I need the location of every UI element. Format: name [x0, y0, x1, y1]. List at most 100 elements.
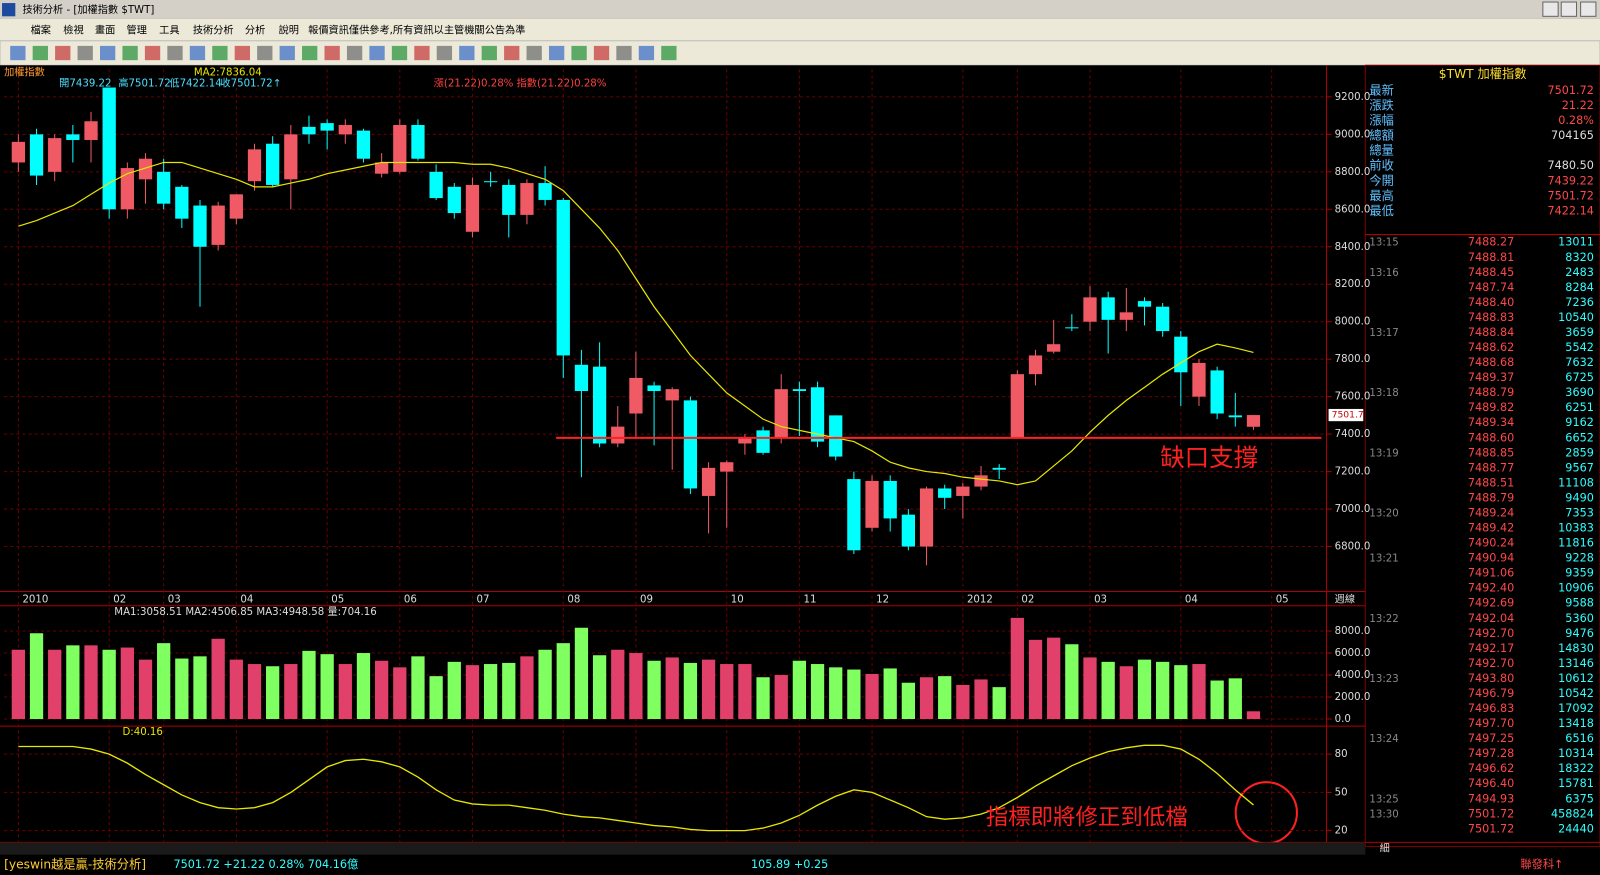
toolbar-button[interactable] — [548, 45, 565, 61]
menu-bar — [0, 18, 1600, 41]
toolbar-button[interactable] — [302, 45, 318, 61]
tick-price: 7496.40 — [1468, 777, 1514, 790]
candle-body — [66, 134, 80, 140]
quote-value: 7439.22 — [1547, 174, 1593, 187]
panel-tab[interactable]: 細 — [1380, 841, 1390, 854]
volume-bar — [375, 660, 389, 720]
volume-bar — [538, 649, 552, 720]
tick-volume: 7632 — [1565, 356, 1594, 369]
toolbar-button[interactable] — [234, 45, 250, 61]
y-tick-label: 7600.0 — [1335, 392, 1371, 403]
toolbar-button[interactable] — [32, 45, 48, 61]
candle-body — [120, 168, 134, 210]
toolbar-button[interactable] — [55, 45, 71, 61]
toolbar-button[interactable] — [661, 45, 677, 61]
tick-price: 7488.84 — [1468, 326, 1514, 339]
volume-bar — [1246, 711, 1261, 720]
toolbar-button[interactable] — [593, 45, 610, 61]
y-tick-label: 7200.0 — [1335, 467, 1371, 478]
volume-bar — [956, 684, 970, 720]
volume-bar — [1210, 680, 1224, 720]
volume-bar — [810, 664, 825, 720]
volume-bar — [1119, 666, 1133, 720]
toolbar-button[interactable] — [571, 45, 587, 61]
toolbar-button[interactable] — [324, 45, 340, 61]
volume-bar — [1065, 644, 1079, 720]
maximize-button[interactable] — [1560, 1, 1578, 17]
toolbar-button[interactable] — [638, 45, 655, 61]
toolbar-button[interactable] — [504, 45, 520, 61]
y-tick-label: 0.0 — [1335, 714, 1351, 725]
close-button[interactable] — [1580, 1, 1597, 17]
menu-item[interactable]: 工具 — [159, 25, 179, 37]
minimize-button[interactable] — [1542, 1, 1559, 17]
chart-area — [0, 65, 1366, 847]
candle-body — [901, 514, 915, 547]
tick-time: 13:18 — [1369, 388, 1398, 399]
tick-volume: 458824 — [1551, 807, 1594, 820]
tick-volume: 6516 — [1565, 732, 1594, 745]
menu-item[interactable]: 說明 — [279, 24, 299, 37]
volume-bar — [738, 664, 752, 720]
tick-volume: 9359 — [1565, 567, 1594, 580]
volume-bar — [120, 647, 134, 720]
candle-body — [483, 181, 498, 183]
tick-price: 7492.70 — [1468, 627, 1514, 640]
toolbar-button[interactable] — [279, 45, 295, 61]
candle-body — [29, 134, 44, 176]
toolbar-button[interactable] — [616, 45, 632, 61]
volume-bar — [193, 656, 207, 720]
quote-value: 7501.72 — [1547, 84, 1593, 97]
toolbar-button[interactable] — [391, 45, 408, 61]
menu-item[interactable]: 畫面 — [95, 24, 115, 37]
menu-item[interactable]: 檔案 — [31, 24, 51, 37]
tick-price: 7490.24 — [1468, 537, 1514, 550]
y-tick-label: 8400.0 — [1335, 242, 1371, 253]
volume-bar — [992, 687, 1006, 720]
tick-volume: 10542 — [1558, 687, 1594, 700]
toolbar-button[interactable] — [414, 45, 430, 61]
y-tick-label: 50 — [1335, 787, 1348, 798]
toolbar-button[interactable] — [526, 45, 542, 61]
toolbar-button[interactable] — [10, 45, 26, 61]
tick-price: 7488.85 — [1468, 446, 1514, 459]
toolbar-button[interactable] — [369, 45, 385, 61]
menu-item[interactable]: 技術分析 — [193, 24, 234, 37]
toolbar-button[interactable] — [167, 45, 183, 61]
quote-value: 7480.50 — [1547, 159, 1593, 172]
last-price-box — [1328, 408, 1364, 422]
menu-item[interactable]: 分析 — [245, 24, 265, 37]
toolbar-button[interactable] — [189, 45, 206, 61]
toolbar-button[interactable] — [257, 45, 273, 61]
toolbar-button[interactable] — [100, 45, 116, 61]
menu-item[interactable]: 管理 — [127, 24, 147, 37]
tick-price: 7488.51 — [1468, 476, 1514, 489]
toolbar-button[interactable] — [77, 45, 93, 61]
tick-volume: 10540 — [1558, 311, 1594, 324]
toolbar-button[interactable] — [122, 45, 138, 61]
annotation-text: 缺口支撐 — [1160, 443, 1258, 472]
toolbar-button[interactable] — [436, 45, 453, 61]
toolbar-button[interactable] — [144, 45, 161, 61]
volume-bar — [665, 657, 679, 720]
menu-item[interactable]: 檢視 — [63, 24, 83, 37]
volume-bar — [611, 649, 625, 720]
tick-price: 7492.04 — [1468, 612, 1514, 625]
toolbar-button[interactable] — [481, 45, 497, 61]
candle-body — [520, 183, 534, 215]
toolbar-button[interactable] — [459, 45, 475, 61]
x-tick-label: 10 — [731, 595, 744, 606]
candle-body — [1065, 327, 1079, 329]
tick-price: 7488.77 — [1468, 461, 1514, 474]
toolbar-button[interactable] — [212, 45, 228, 61]
y-tick-label: 7800.0 — [1335, 354, 1371, 365]
scroll-bar[interactable] — [0, 842, 1366, 855]
status-app: [yeswin越是贏-技術分析] — [4, 856, 146, 871]
indicator-line — [18, 744, 1254, 832]
tick-price: 7501.72 — [1468, 822, 1514, 835]
toolbar-button[interactable] — [346, 45, 363, 61]
candle-body — [938, 488, 952, 498]
app-icon — [2, 3, 16, 17]
tick-volume: 3690 — [1565, 386, 1594, 399]
tick-price: 7496.83 — [1468, 702, 1514, 715]
